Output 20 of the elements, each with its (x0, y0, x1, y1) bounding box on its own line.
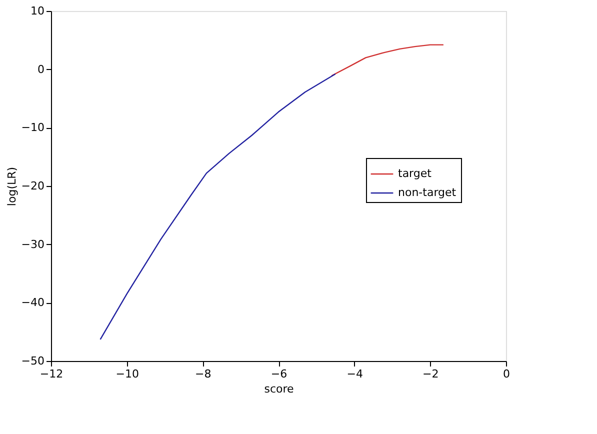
x-tick-label: 0 (503, 368, 510, 380)
y-tick-label: −10 (21, 121, 44, 134)
x-axis-title: score (264, 382, 294, 396)
x-tick-label: −6 (270, 368, 288, 380)
x-tick-label: −12 (40, 368, 64, 380)
x-tick-label: −4 (346, 368, 363, 380)
legend-label: target (398, 167, 432, 180)
y-tick-label: −50 (21, 354, 44, 368)
x-tick-label: −2 (422, 368, 439, 380)
line-series (330, 44, 444, 76)
x-tick-label: −10 (116, 368, 139, 380)
y-tick-label: 10 (30, 4, 44, 18)
legend-label: non-target (398, 186, 457, 199)
line-series (100, 73, 336, 340)
y-tick-label: −20 (21, 180, 44, 192)
y-tick-label: 0 (38, 62, 44, 76)
x-tick-label: −8 (195, 368, 212, 380)
y-axis-title: log(LR) (5, 166, 18, 206)
y-tick-label: −30 (21, 238, 44, 251)
y-tick-label: −40 (21, 296, 44, 310)
